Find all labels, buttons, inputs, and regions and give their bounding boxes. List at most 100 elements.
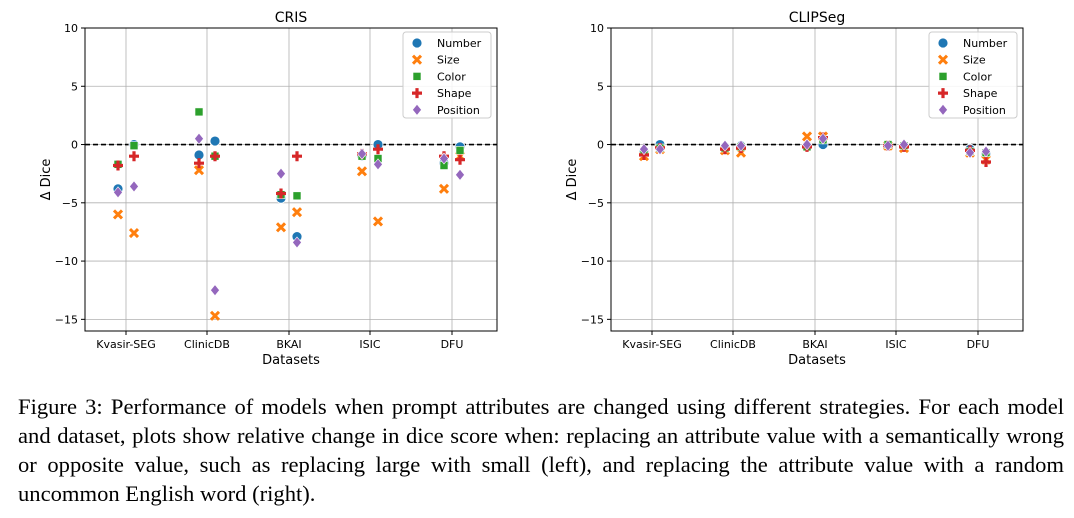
point-position <box>210 284 220 297</box>
point-shape <box>194 158 204 169</box>
point-size <box>209 310 221 321</box>
legend-label: Position <box>963 104 1006 117</box>
point-size <box>112 209 124 220</box>
legend-marker-shape <box>412 88 422 99</box>
point-shape <box>981 157 991 168</box>
caption-text: Performance of models when prompt attrib… <box>18 394 1064 506</box>
x-tick-label: Kvasir-SEG <box>96 338 156 351</box>
point-shape <box>113 160 123 171</box>
point-position <box>276 167 286 180</box>
point-shape <box>373 144 383 155</box>
point-position <box>655 143 665 156</box>
point-position <box>439 152 449 165</box>
legend-marker-color <box>938 72 948 81</box>
legend-label: Color <box>963 70 992 83</box>
y-tick-label: −15 <box>581 313 604 326</box>
legend-marker-position <box>412 103 422 116</box>
y-tick-label: 5 <box>597 80 604 93</box>
point-position <box>194 132 204 145</box>
legend-marker-shape <box>938 88 948 99</box>
plot-frame <box>610 27 1024 332</box>
chart-panel-2: 10 5 0 −5 −10 −15 Kvasir-SEG ClinicDB BKAI ISIC DF… <box>565 10 1024 368</box>
legend: Number Size Color Shape Position <box>402 31 492 119</box>
point-shape <box>129 151 139 162</box>
legend-label: Size <box>963 54 986 67</box>
legend-label: Number <box>437 37 482 50</box>
y-tick-label: 0 <box>71 139 78 152</box>
point-position <box>899 138 909 151</box>
legend-label: Color <box>437 70 466 83</box>
point-position <box>373 158 383 171</box>
point-color <box>455 146 465 155</box>
x-tick-label: ClinicDB <box>710 338 756 351</box>
legend-marker-color <box>412 72 422 81</box>
chart-title: CRIS <box>275 10 308 26</box>
legend-marker-size <box>937 54 949 65</box>
point-position <box>129 180 139 193</box>
x-tick-label: ISIC <box>359 338 380 351</box>
legend-label: Position <box>437 104 480 117</box>
point-shape <box>210 151 220 162</box>
legend-marker-position <box>938 103 948 116</box>
legend-marker-number <box>937 37 949 49</box>
x-tick-label: Kvasir-SEG <box>622 338 682 351</box>
y-tick-label: −5 <box>588 197 604 210</box>
x-axis-label: Datasets <box>262 353 320 368</box>
point-color <box>129 141 139 151</box>
point-shape <box>276 188 286 199</box>
point-position <box>357 147 367 160</box>
point-size <box>801 131 813 142</box>
point-color <box>194 107 204 117</box>
point-position <box>965 146 975 159</box>
legend-marker-size <box>411 54 423 65</box>
point-shape <box>455 154 465 165</box>
point-position <box>818 132 828 145</box>
y-tick-label: −15 <box>55 313 78 326</box>
point-size <box>193 165 205 176</box>
x-tick-label: DFU <box>967 338 990 351</box>
y-tick-label: 0 <box>597 139 604 152</box>
legend-label: Number <box>963 37 1008 50</box>
x-tick-label: DFU <box>441 338 464 351</box>
legend-box <box>928 31 1018 119</box>
y-tick-label: −10 <box>581 255 604 268</box>
y-tick-label: 10 <box>590 22 604 35</box>
point-position <box>720 139 730 152</box>
point-size <box>356 166 368 177</box>
point-color <box>292 191 302 201</box>
figure-caption: Figure 3: Performance of models when pro… <box>18 392 1064 508</box>
point-position <box>883 139 893 152</box>
y-axis-label: Δ Dice <box>39 159 54 201</box>
y-tick-label: −5 <box>62 197 78 210</box>
point-size <box>275 222 287 233</box>
point-position <box>639 143 649 156</box>
y-tick-label: 10 <box>64 22 78 35</box>
point-size <box>291 207 303 218</box>
point-position <box>981 145 991 158</box>
legend-label: Shape <box>437 87 472 100</box>
chart-title: CLIPSeg <box>789 10 846 26</box>
y-tick-label: −10 <box>55 255 78 268</box>
legend: Number Size Color Shape Position <box>928 31 1018 119</box>
point-shape <box>292 151 302 162</box>
point-number <box>209 135 221 147</box>
legend-marker-number <box>411 37 423 49</box>
x-axis-label: Datasets <box>788 353 846 368</box>
x-tick-label: BKAI <box>276 338 301 351</box>
x-tick-label: ISIC <box>885 338 906 351</box>
point-position <box>113 186 123 199</box>
caption-label: Figure 3: <box>18 394 103 419</box>
point-position <box>292 236 302 249</box>
point-position <box>455 168 465 181</box>
point-size <box>128 228 140 239</box>
y-tick-label: 5 <box>71 80 78 93</box>
point-size <box>438 183 450 194</box>
chart-panel-1: 10 5 0 −5 −10 −15 Kvasir-SEG ClinicDB BKAI ISIC DF… <box>39 10 498 368</box>
y-axis-label: Δ Dice <box>565 159 580 201</box>
plot-frame <box>84 27 498 332</box>
point-position <box>736 139 746 152</box>
legend-box <box>402 31 492 119</box>
legend-label: Shape <box>963 87 998 100</box>
point-size <box>372 216 384 227</box>
